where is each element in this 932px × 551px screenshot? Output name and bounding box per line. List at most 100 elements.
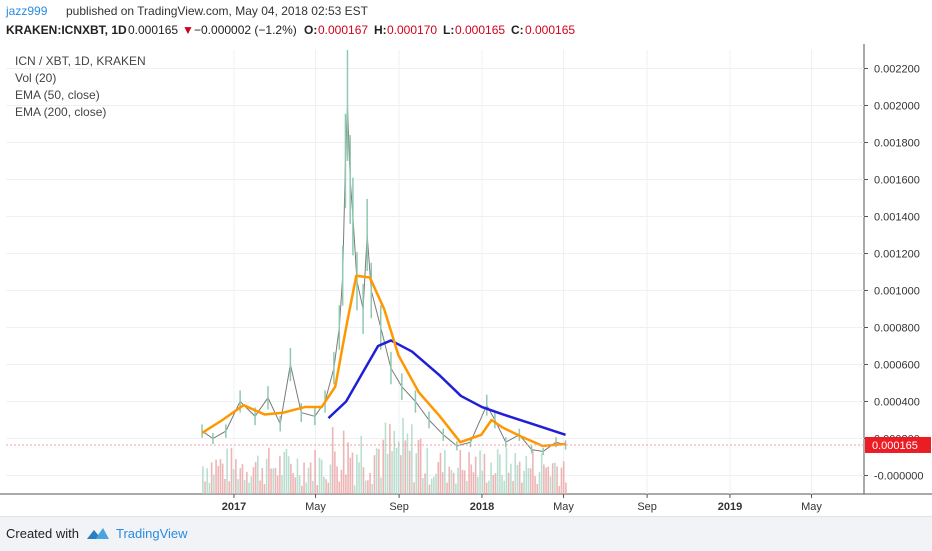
volume-bar [219, 459, 222, 494]
volume-bar [461, 469, 464, 494]
volume-bar [468, 451, 470, 494]
volume-bar [516, 464, 519, 494]
volume-bar [547, 466, 550, 494]
volume-bar [338, 481, 341, 494]
volume-bar [492, 474, 495, 494]
legend-ema200[interactable]: EMA (200, close) [15, 105, 107, 119]
y-tick-label: 0.000400 [874, 397, 920, 409]
volume-bar [562, 461, 565, 494]
volume-bar [428, 484, 431, 494]
x-tick-label: May [305, 501, 326, 513]
volume-bar [485, 482, 488, 494]
volume-bar [483, 453, 486, 494]
volume-bar [272, 468, 275, 494]
volume-bar [532, 450, 534, 494]
close-label: C: [511, 23, 524, 37]
y-tick-label: 0.000800 [874, 323, 920, 335]
created-with-label: Created with [6, 526, 79, 541]
volume-bar [505, 447, 508, 494]
volume-bar [540, 453, 543, 494]
volume-bar [380, 477, 382, 494]
volume-bar [521, 482, 523, 494]
volume-bar [364, 480, 367, 494]
low-label: L: [443, 23, 455, 37]
volume-bar [424, 473, 426, 494]
volume-bar [226, 448, 228, 494]
volume-bar [298, 475, 301, 494]
volume-bar [314, 450, 316, 494]
volume-bar [208, 482, 211, 494]
volume-bar [422, 477, 424, 494]
volume-bar [356, 454, 358, 494]
volume-bar [320, 459, 323, 494]
volume-bar [415, 453, 418, 494]
volume-bar [503, 480, 506, 494]
volume-bar [455, 483, 457, 494]
volume-bar [221, 463, 224, 494]
volume-bar [287, 456, 290, 494]
chart-area[interactable]: 0.002200 0.002000 0.001800 0.001600 0.001400… [0, 44, 932, 516]
volume-bar [327, 482, 330, 494]
volume-bar [296, 458, 299, 494]
volume-bar [340, 469, 343, 494]
volume-bar [560, 467, 563, 494]
volume-bar [397, 441, 400, 494]
x-tick-label: 2018 [470, 501, 494, 513]
volume-bar [353, 485, 356, 494]
volume-bar [349, 457, 352, 494]
price-chart[interactable]: 0.002200 0.002000 0.001800 0.001600 0.001400… [0, 44, 932, 516]
volume-bar [490, 462, 492, 494]
high-value: 0.000170 [387, 23, 438, 37]
volume-bar [358, 462, 360, 494]
volume-bar [279, 456, 281, 494]
volume-bar [345, 474, 347, 494]
volume-bar [446, 482, 448, 494]
volume-bar [472, 472, 475, 494]
volume-bar [507, 472, 510, 494]
y-tick-label: 0.001400 [874, 212, 920, 224]
volume-bar [294, 477, 297, 494]
high-label: H: [374, 23, 387, 37]
x-tick-label: May [801, 501, 822, 513]
volume-bar [448, 466, 451, 494]
volume-bar [441, 472, 444, 494]
tradingview-link[interactable]: TradingView [116, 526, 188, 541]
volume-bar [367, 480, 369, 494]
x-tick-label: May [553, 501, 574, 513]
y-tick-label: 0.001200 [874, 249, 920, 261]
open-label: O: [304, 23, 318, 37]
volume-bar [411, 424, 413, 494]
x-tick-label: Sep [389, 501, 409, 513]
volume-bar [406, 433, 409, 494]
volume-bar [250, 476, 253, 494]
volume-bar [408, 450, 411, 494]
volume-bar [382, 439, 385, 494]
last-price-badge [865, 436, 931, 453]
volume-bar [265, 458, 268, 494]
author-link[interactable]: jazz999 [6, 4, 48, 18]
x-tick-label: Sep [637, 501, 657, 513]
volume-bar [534, 476, 536, 494]
volume-bar [558, 485, 561, 494]
legend-ema50[interactable]: EMA (50, close) [15, 88, 100, 102]
y-tick-label: 0.000600 [874, 360, 920, 372]
volume-bar [549, 476, 552, 494]
volume-bar [512, 481, 514, 494]
volume-bar [378, 449, 380, 494]
legend-vol[interactable]: Vol (20) [15, 71, 57, 85]
volume-bar [290, 463, 292, 494]
volume-bar [404, 440, 407, 494]
tradingview-logo-icon [87, 528, 109, 539]
volume-bar [285, 448, 288, 494]
volume-bar [283, 451, 286, 494]
volume-bar [217, 466, 220, 494]
volume-bar [413, 482, 415, 494]
y-tick-label: 0.002200 [874, 64, 920, 76]
volume-bar [477, 476, 479, 494]
y-tick-label: 0.002000 [874, 101, 920, 113]
volume-bar [210, 462, 213, 494]
volume-bar [206, 468, 209, 494]
y-tick-label: 0.001600 [874, 175, 920, 187]
volume-bar [276, 475, 279, 494]
volume-bar [435, 473, 437, 494]
